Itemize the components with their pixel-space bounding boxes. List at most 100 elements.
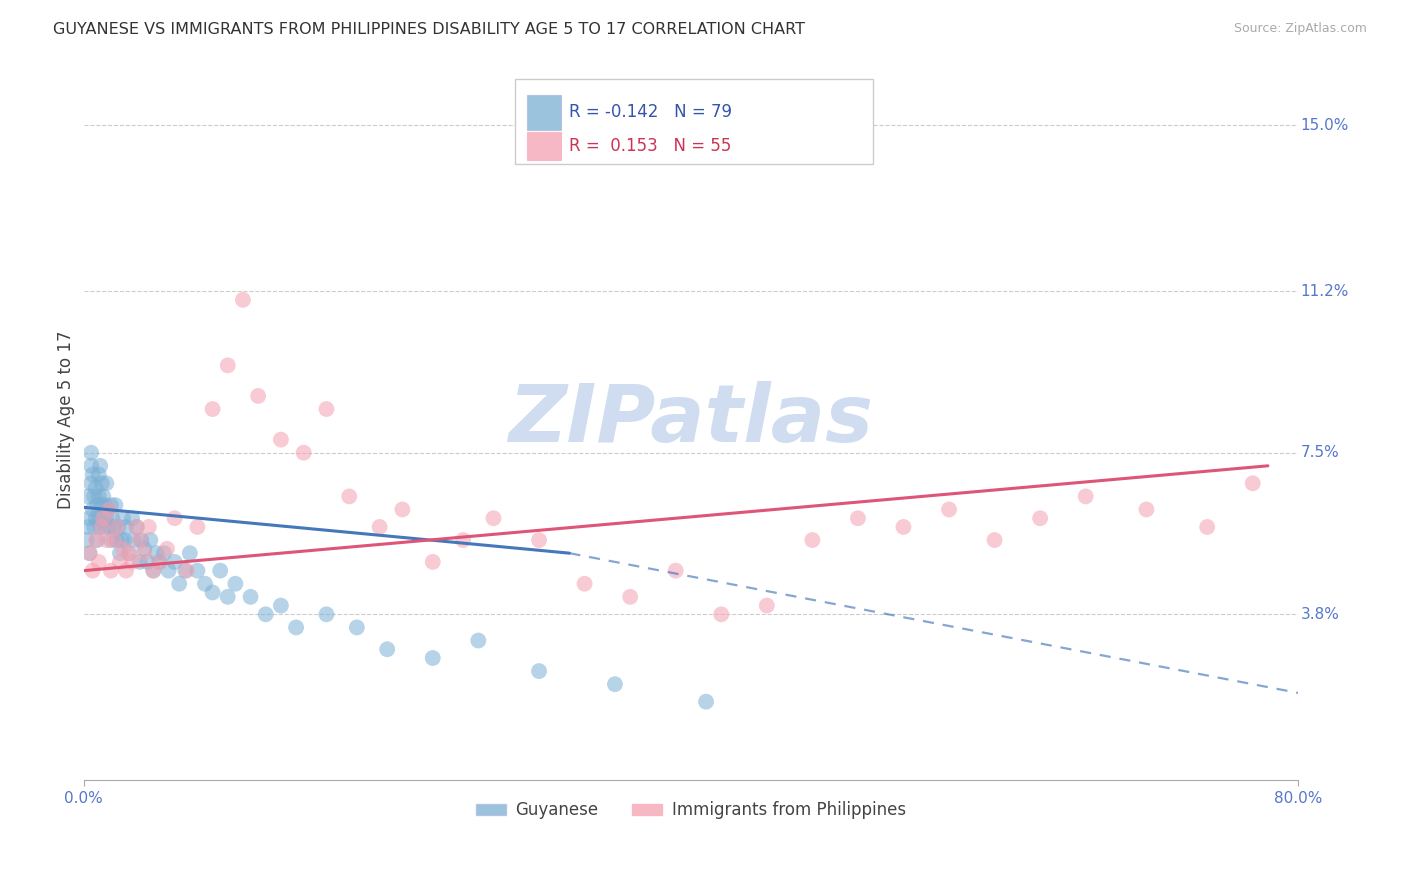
- Point: [103, 520, 125, 534]
- Point: [224, 576, 246, 591]
- Point: [128, 555, 150, 569]
- FancyBboxPatch shape: [527, 132, 561, 161]
- Point: [115, 520, 138, 534]
- Point: [79, 546, 101, 560]
- Point: [1135, 502, 1157, 516]
- Point: [84, 481, 107, 495]
- Point: [134, 541, 156, 556]
- Text: 3.8%: 3.8%: [1301, 607, 1340, 622]
- Text: ZIPatlas: ZIPatlas: [509, 381, 873, 459]
- Point: [94, 498, 117, 512]
- Point: [368, 520, 391, 534]
- Point: [98, 502, 121, 516]
- Point: [79, 546, 101, 560]
- Point: [110, 533, 132, 547]
- Point: [315, 607, 337, 622]
- Point: [122, 533, 145, 547]
- Point: [153, 546, 176, 560]
- Point: [80, 476, 103, 491]
- Point: [174, 564, 197, 578]
- Point: [100, 564, 122, 578]
- Point: [285, 620, 308, 634]
- FancyBboxPatch shape: [515, 79, 873, 164]
- Point: [422, 555, 444, 569]
- Text: R = -0.142   N = 79: R = -0.142 N = 79: [569, 103, 733, 121]
- Point: [87, 555, 110, 569]
- Point: [619, 590, 641, 604]
- Point: [142, 564, 165, 578]
- Point: [91, 489, 114, 503]
- Point: [337, 489, 360, 503]
- Point: [893, 520, 915, 534]
- Point: [121, 555, 143, 569]
- Point: [94, 520, 117, 534]
- Point: [315, 402, 337, 417]
- Point: [77, 489, 100, 503]
- Point: [108, 555, 131, 569]
- Point: [179, 546, 201, 560]
- Point: [101, 511, 124, 525]
- Point: [1029, 511, 1052, 525]
- Point: [574, 576, 596, 591]
- Point: [270, 433, 292, 447]
- Point: [90, 520, 112, 534]
- Point: [194, 576, 217, 591]
- Point: [77, 520, 100, 534]
- Point: [1074, 489, 1097, 503]
- Point: [87, 489, 110, 503]
- Point: [96, 511, 118, 525]
- Text: R =  0.153   N = 55: R = 0.153 N = 55: [569, 137, 731, 155]
- Point: [115, 564, 138, 578]
- Point: [139, 533, 162, 547]
- Point: [209, 564, 232, 578]
- Point: [114, 533, 136, 547]
- Point: [134, 546, 156, 560]
- Point: [239, 590, 262, 604]
- Point: [80, 446, 103, 460]
- Point: [98, 520, 121, 534]
- Point: [270, 599, 292, 613]
- Point: [87, 511, 110, 525]
- Point: [128, 533, 150, 547]
- Point: [1197, 520, 1219, 534]
- Point: [108, 546, 131, 560]
- Point: [97, 502, 120, 516]
- Point: [527, 533, 550, 547]
- Point: [96, 533, 118, 547]
- Point: [89, 458, 111, 473]
- Point: [125, 520, 148, 534]
- Point: [103, 533, 125, 547]
- Point: [82, 467, 104, 482]
- Text: 15.0%: 15.0%: [1301, 118, 1350, 133]
- Text: GUYANESE VS IMMIGRANTS FROM PHILIPPINES DISABILITY AGE 5 TO 17 CORRELATION CHART: GUYANESE VS IMMIGRANTS FROM PHILIPPINES …: [53, 22, 806, 37]
- Point: [467, 633, 489, 648]
- Point: [83, 489, 105, 503]
- Point: [983, 533, 1005, 547]
- Point: [755, 599, 778, 613]
- Point: [125, 520, 148, 534]
- Point: [167, 576, 190, 591]
- Point: [247, 389, 270, 403]
- Text: 11.2%: 11.2%: [1301, 284, 1350, 299]
- Point: [145, 546, 167, 560]
- Point: [87, 467, 110, 482]
- Point: [91, 511, 114, 525]
- Point: [90, 476, 112, 491]
- Point: [695, 695, 717, 709]
- Point: [118, 546, 141, 560]
- Point: [176, 564, 198, 578]
- Point: [89, 520, 111, 534]
- Point: [79, 511, 101, 525]
- Point: [163, 555, 186, 569]
- Point: [105, 520, 128, 534]
- Point: [82, 502, 104, 516]
- Point: [163, 511, 186, 525]
- Point: [254, 607, 277, 622]
- Point: [91, 511, 114, 525]
- Point: [105, 533, 128, 547]
- Point: [201, 585, 224, 599]
- Point: [111, 511, 134, 525]
- Point: [138, 520, 160, 534]
- Point: [80, 458, 103, 473]
- Point: [83, 520, 105, 534]
